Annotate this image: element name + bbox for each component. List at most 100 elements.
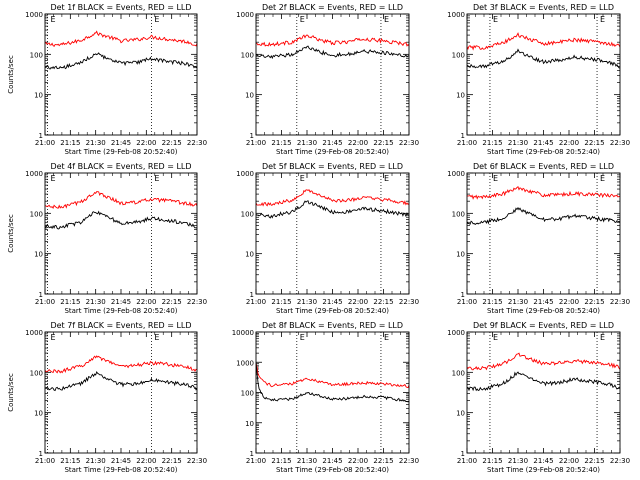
y-tick-label: 10 [34, 92, 43, 100]
x-tick-label: 21:45 [533, 298, 553, 306]
x-tick-label: 21:00 [35, 139, 55, 147]
panel-det-9: Det 9f BLACK = Events, RED = LLD 1 10 100 10… [447, 321, 630, 474]
y-tick-label: 1000 [25, 11, 43, 19]
x-tick-label: 22:00 [348, 139, 368, 147]
y-axis-label: Counts/sec [7, 214, 15, 253]
event-marker-label: E [300, 174, 305, 183]
x-tick-label: 21:15 [482, 457, 502, 465]
x-tick-label: 22:15 [373, 139, 393, 147]
y-tick-label: 10 [245, 251, 254, 259]
x-tick-label: 21:00 [457, 139, 477, 147]
y-axis-label: Counts/sec [7, 373, 15, 412]
x-axis-label: Start Time (29-Feb-08 20:52:40) [487, 307, 600, 315]
x-tick-label: 22:00 [348, 298, 368, 306]
y-tick-label: 10 [245, 92, 254, 100]
event-marker-label: E [600, 15, 605, 24]
x-tick-label: 21:45 [111, 139, 131, 147]
y-tick-label: 100 [452, 51, 465, 59]
panel-title: Det 7f BLACK = Events, RED = LLD [50, 321, 191, 330]
y-tick-label: 1 [39, 450, 43, 458]
x-tick-label: 22:15 [373, 298, 393, 306]
y-tick-label: 100 [452, 369, 465, 377]
event-marker-label: E [493, 174, 498, 183]
x-tick-label: 21:30 [297, 298, 317, 306]
y-tick-label: 10 [456, 251, 465, 259]
x-tick-label: 21:00 [457, 457, 477, 465]
x-axis-label: Start Time (29-Feb-08 20:52:40) [487, 466, 600, 474]
event-marker-label: E [154, 15, 159, 24]
y-axis-label: Counts/sec [7, 55, 15, 94]
panel-det-2: Det 2f BLACK = Events, RED = LLD 1 10 100 10… [236, 3, 419, 156]
x-tick-label: 21:30 [86, 139, 106, 147]
event-marker-label: E [300, 15, 305, 24]
y-tick-label: 100 [30, 210, 43, 218]
panel-title: Det 8f BLACK = Events, RED = LLD [262, 321, 403, 330]
x-tick-label: 22:30 [610, 298, 630, 306]
plot-frame [255, 172, 410, 295]
panel-det-7: Det 7f BLACK = Events, RED = LLD 1 10 100 10… [7, 321, 207, 474]
events-series-line [45, 371, 197, 392]
y-tick-label: 100 [30, 51, 43, 59]
series-group [467, 32, 620, 69]
panel-det-3: Det 3f BLACK = Events, RED = LLD 1 10 100 10… [447, 3, 630, 156]
x-tick-label: 22:30 [399, 139, 419, 147]
series-group [45, 355, 197, 392]
y-tick-label: 1000 [447, 170, 465, 178]
x-tick-label: 21:45 [322, 298, 342, 306]
y-tick-label: 1 [461, 450, 465, 458]
x-tick-label: 21:15 [271, 298, 291, 306]
x-axis-label: Start Time (29-Feb-08 20:52:40) [64, 466, 177, 474]
y-tick-label: 1000 [447, 11, 465, 19]
lld-series-line [467, 185, 620, 200]
y-tick-label: 10 [456, 410, 465, 418]
event-marker-label: E [384, 15, 389, 24]
y-tick-label: 100 [241, 210, 254, 218]
lld-series-line [256, 189, 409, 207]
x-tick-label: 22:00 [559, 139, 579, 147]
plot-frame [44, 172, 198, 295]
x-tick-label: 21:30 [86, 457, 106, 465]
panel-title: Det 9f BLACK = Events, RED = LLD [473, 321, 614, 330]
x-tick-label: 21:00 [246, 457, 266, 465]
y-tick-label: 10 [34, 251, 43, 259]
event-marker-label: E [384, 174, 389, 183]
plot-frame [466, 172, 621, 295]
plot-frame [255, 13, 410, 136]
panel-det-8: Det 8f BLACK = Events, RED = LLD 1 10 100 10… [232, 321, 419, 474]
plot-frame [466, 331, 621, 454]
y-tick-label: 1 [461, 132, 465, 140]
x-tick-label: 22:00 [348, 457, 368, 465]
x-axis-label: Start Time (29-Feb-08 20:52:40) [487, 148, 600, 156]
lld-series-line [256, 363, 409, 388]
events-series-line [256, 45, 409, 60]
x-tick-label: 21:30 [508, 139, 528, 147]
x-tick-label: 21:15 [60, 457, 80, 465]
x-tick-label: 21:15 [60, 298, 80, 306]
panel-det-1: Det 1f BLACK = Events, RED = LLD 1 10 100 10… [7, 3, 207, 156]
x-tick-label: 21:15 [60, 139, 80, 147]
lld-series-line [467, 352, 620, 371]
x-tick-label: 21:00 [35, 298, 55, 306]
event-marker-label: E [154, 333, 159, 342]
panel-title: Det 1f BLACK = Events, RED = LLD [50, 3, 191, 12]
x-tick-label: 21:45 [322, 457, 342, 465]
event-marker-label: E [300, 333, 305, 342]
x-tick-label: 21:30 [297, 139, 317, 147]
lld-series-line [467, 32, 620, 51]
y-tick-label: 1 [250, 291, 254, 299]
x-axis-label: Start Time (29-Feb-08 20:52:40) [64, 148, 177, 156]
events-series-line [256, 361, 409, 403]
x-tick-label: 22:15 [584, 298, 604, 306]
x-tick-label: 21:45 [533, 139, 553, 147]
event-marker-label: E [154, 174, 159, 183]
plot-frame [466, 13, 621, 136]
x-tick-label: 22:00 [136, 139, 156, 147]
event-marker-label: E [51, 174, 56, 183]
plot-frame [44, 13, 198, 136]
event-marker-label: E [600, 333, 605, 342]
panel-title: Det 3f BLACK = Events, RED = LLD [473, 3, 614, 12]
y-tick-label: 1 [250, 450, 254, 458]
x-tick-label: 21:00 [246, 298, 266, 306]
y-tick-label: 1000 [236, 170, 254, 178]
